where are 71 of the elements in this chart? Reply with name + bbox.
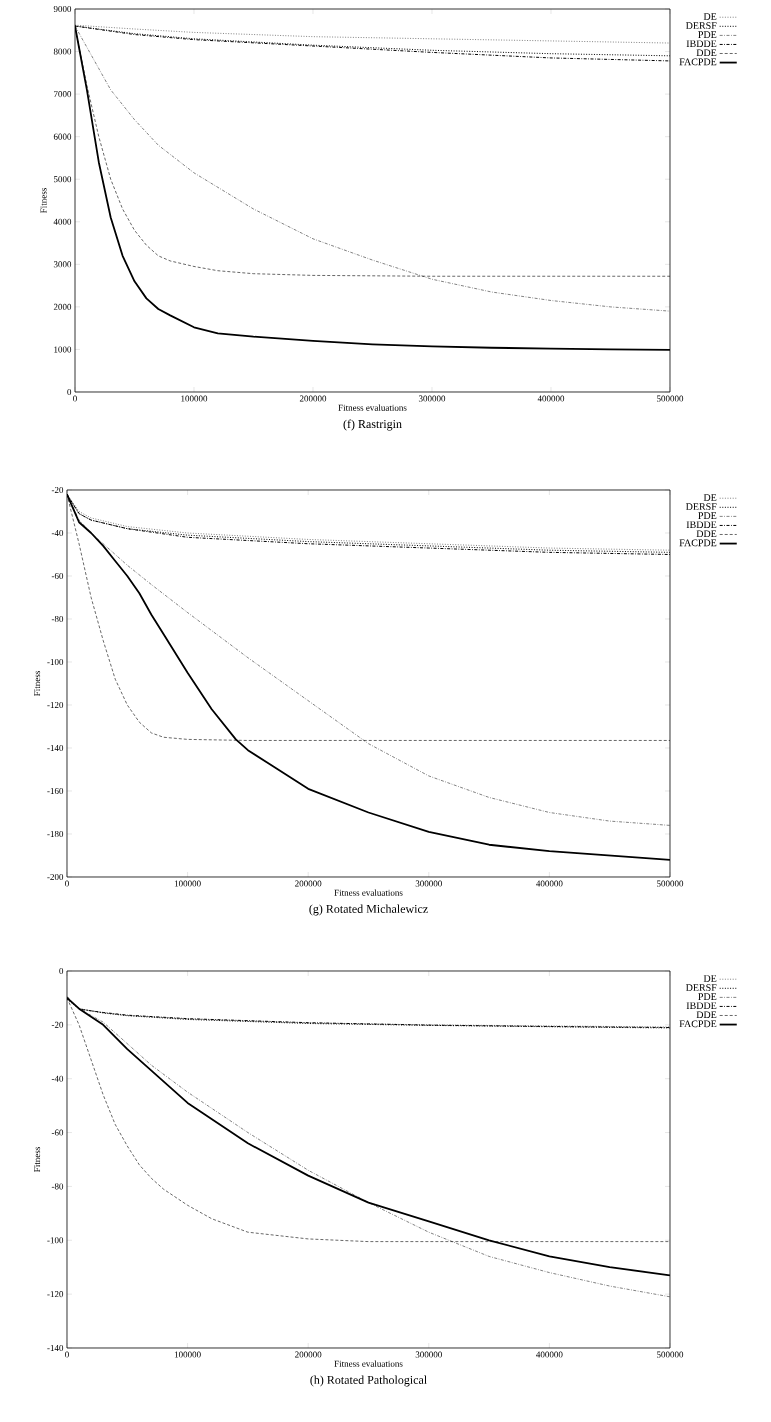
y-tick-label: 4000	[53, 218, 72, 225]
legend-label: DE	[703, 13, 717, 20]
y-tick-label: -160	[47, 787, 64, 795]
y-tick-label: -120	[47, 701, 64, 709]
y-tick-label: -140	[47, 744, 64, 752]
y-tick-label: -20	[51, 1021, 64, 1028]
x-tick-label: 400000	[536, 880, 563, 887]
legend-label: DERSF	[685, 984, 717, 991]
legend-label: DDE	[696, 530, 717, 538]
y-tick-label: -60	[51, 572, 64, 580]
y-tick-label: 0	[67, 388, 72, 396]
x-tick-label: 500000	[657, 1351, 684, 1358]
y-tick-label: -40	[51, 1075, 64, 1082]
legend-label: DDE	[696, 1011, 717, 1019]
x-tick-label: 200000	[299, 395, 327, 402]
legend-label: IBDDE	[686, 1002, 717, 1009]
y-tick-label: -20	[51, 486, 64, 494]
legend-label: PDE	[698, 993, 717, 1000]
x-tick-label: 0	[73, 395, 77, 402]
y-axis-title: Fitness	[40, 188, 47, 213]
x-axis-title: Fitness evaluations	[338, 404, 407, 411]
text: (f) Rastrigin	[343, 419, 402, 431]
x-tick-label: 100000	[181, 395, 208, 402]
y-tick-label: -80	[51, 615, 64, 623]
x-tick-label: 300000	[418, 395, 446, 402]
y-tick-label: 1000	[54, 346, 72, 353]
y-tick-label: -40	[51, 529, 64, 537]
y-tick-label: -200	[47, 873, 64, 881]
y-tick-label: 6000	[53, 133, 72, 140]
y-tick-label: 3000	[53, 261, 72, 268]
y-tick-label: -100	[47, 1237, 64, 1244]
legend-label: FACPDE	[679, 58, 717, 66]
x-tick-label: 300000	[415, 880, 442, 887]
y-tick-label: -180	[47, 830, 64, 838]
legend-label: FACPDE	[679, 539, 717, 547]
x-tick-label: 500000	[657, 880, 684, 887]
y-tick-label: 0	[59, 967, 64, 975]
legend-label: DERSF	[685, 22, 717, 29]
y-tick-label: -120	[47, 1291, 64, 1298]
y-axis-title: Fitness	[34, 1147, 41, 1172]
y-tick-label: 9000	[53, 5, 72, 13]
y-tick-label: -60	[51, 1129, 64, 1136]
y-axis-title: Fitness	[34, 671, 41, 696]
legend-label: DERSF	[685, 503, 717, 510]
y-tick-label: 2000	[53, 303, 72, 310]
legend-label: DE	[703, 975, 717, 982]
x-axis-title: Fitness evaluations	[334, 889, 403, 896]
x-axis-title: Fitness evaluations	[334, 1360, 403, 1367]
text: (h) Rotated Pathological	[310, 1375, 427, 1387]
text: (g) Rotated Michalewicz	[309, 904, 428, 916]
y-tick-label: -100	[47, 658, 64, 666]
y-tick-label: 8000	[53, 48, 72, 55]
legend-label: IBDDE	[686, 521, 717, 528]
x-tick-label: 100000	[174, 880, 201, 887]
x-tick-label: 200000	[295, 1351, 322, 1358]
y-tick-label: -80	[51, 1183, 64, 1190]
y-tick-label: 5000	[53, 176, 72, 183]
legend-label: PDE	[698, 512, 717, 519]
x-tick-label: 300000	[415, 1351, 442, 1358]
x-tick-label: 200000	[295, 880, 322, 887]
y-tick-label: -140	[47, 1344, 64, 1352]
y-tick-label: 7000	[54, 91, 72, 98]
legend-label: FACPDE	[679, 1020, 717, 1028]
legend-label: PDE	[698, 31, 717, 38]
legend-label: IBDDE	[686, 40, 717, 47]
x-tick-label: 400000	[537, 395, 565, 402]
x-tick-label: 500000	[657, 395, 684, 402]
legend-label: DDE	[696, 49, 717, 57]
x-tick-label: 100000	[174, 1351, 201, 1358]
legend-label: DE	[703, 494, 717, 501]
x-tick-label: 400000	[536, 1351, 563, 1358]
